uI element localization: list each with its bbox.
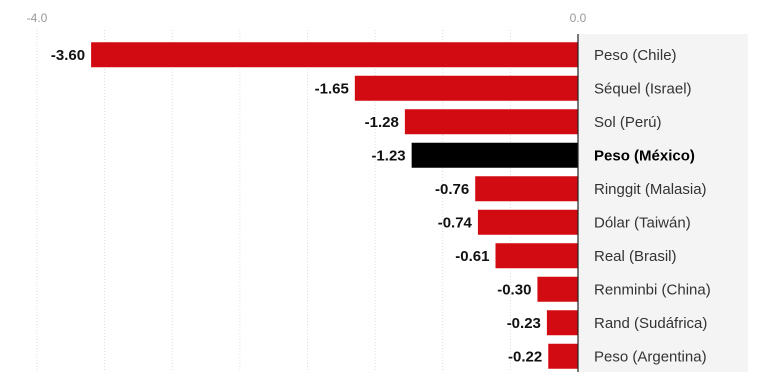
label-stripe-area xyxy=(578,34,748,372)
data-label: -1.65 xyxy=(315,80,349,97)
bar xyxy=(546,310,578,336)
bar xyxy=(495,243,578,269)
category-labels: Peso (Chile) Séquel (Israel) Sol (Perú) Pes… xyxy=(594,47,711,366)
category-label: Séquel (Israel) xyxy=(594,80,692,97)
category-label: Renminbi (China) xyxy=(594,281,711,298)
data-label: -0.76 xyxy=(435,181,469,198)
data-label: -3.60 xyxy=(51,47,85,64)
category-label: Peso (Argentina) xyxy=(594,348,707,365)
data-label: -1.23 xyxy=(371,147,405,164)
bar xyxy=(548,343,578,369)
data-label: -0.23 xyxy=(507,315,541,332)
category-label: Peso (Chile) xyxy=(594,47,677,64)
label-background xyxy=(578,34,748,372)
bar xyxy=(537,276,578,302)
x-tick-label: 0.0 xyxy=(570,11,587,25)
bars xyxy=(91,42,578,369)
category-label: Dólar (Taiwán) xyxy=(594,214,691,231)
data-label: -1.28 xyxy=(365,114,399,131)
bar xyxy=(404,109,578,135)
x-tick-label: -4.0 xyxy=(27,11,48,25)
bar xyxy=(475,176,578,202)
bar xyxy=(91,42,578,68)
category-label: Rand (Sudáfrica) xyxy=(594,315,707,332)
data-label: -0.74 xyxy=(438,214,473,231)
category-label: Sol (Perú) xyxy=(594,114,662,131)
bar xyxy=(477,209,578,235)
x-axis-ticks: -4.0 0.0 xyxy=(27,11,587,25)
category-label: Ringgit (Malasia) xyxy=(594,181,707,198)
category-label: Peso (México) xyxy=(594,147,695,164)
data-label: -0.22 xyxy=(508,348,542,365)
data-label: -0.61 xyxy=(455,248,489,265)
bar xyxy=(411,142,578,168)
category-label: Real (Brasil) xyxy=(594,248,677,265)
value-labels: -3.60 -1.65 -1.28 -1.23 -0.76 -0.74 -0.61 -0.30… xyxy=(51,47,542,366)
bar xyxy=(354,75,578,101)
data-label: -0.30 xyxy=(497,281,531,298)
